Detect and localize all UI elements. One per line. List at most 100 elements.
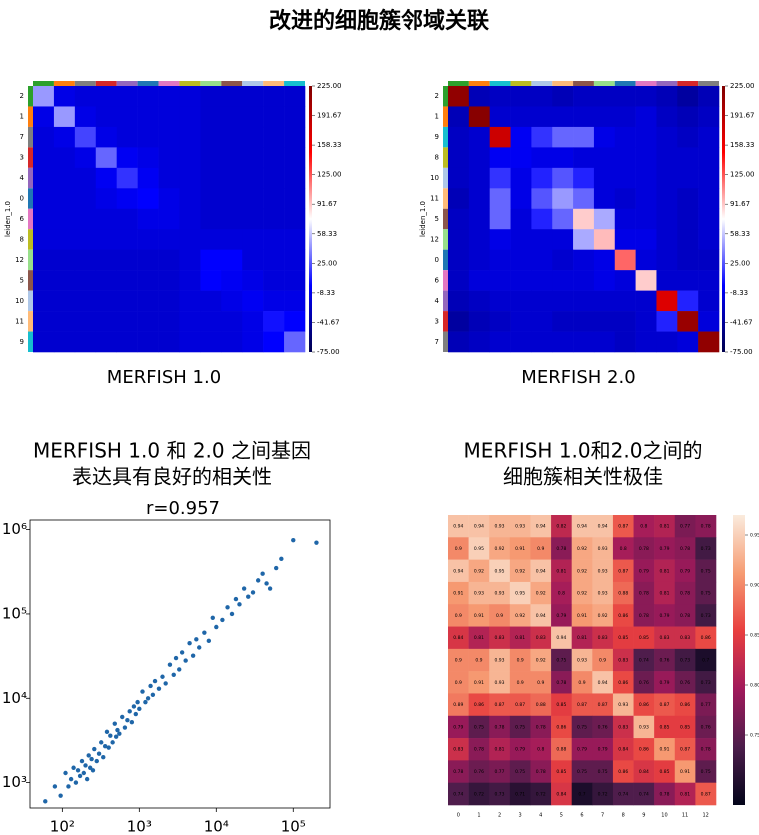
cell-value-label: 0.93 [598, 568, 608, 574]
heatmap-cell [448, 515, 469, 538]
cell-value-label: 0.76 [680, 680, 690, 686]
heatmap-cell [592, 648, 614, 672]
heatmap-cell [509, 671, 531, 694]
heatmap-cell [263, 311, 285, 332]
cell-value-label: 0.9 [599, 658, 606, 664]
heatmap-cell [654, 738, 676, 761]
scatter-point [140, 689, 145, 694]
heatmap-cell [179, 167, 201, 189]
cell-value-label: 0.74 [618, 791, 628, 797]
heatmap-cell [137, 126, 159, 148]
heatmap-cell [571, 537, 593, 560]
heatmap-cell [468, 715, 490, 739]
cell-value-label: 0.73 [701, 680, 711, 686]
scatter-point [225, 605, 230, 610]
cell-value-label: 0.79 [680, 568, 690, 574]
heatmap-cell [242, 208, 264, 230]
heatmap-cell [530, 559, 552, 583]
heatmap-cell [489, 126, 511, 148]
heatmap-cell [509, 581, 531, 605]
heatmap-cell [95, 249, 117, 271]
heatmap-cell [552, 126, 574, 148]
cell-value-label: 0.81 [495, 747, 505, 753]
heatmap-cell [551, 760, 572, 783]
heatmap-cell [468, 311, 490, 332]
scatter-point [87, 765, 93, 770]
column-color-strip [489, 81, 511, 86]
x-tick-label: 3 [519, 813, 522, 819]
heatmap-cell [468, 126, 490, 148]
cell-value-label: 0.87 [680, 747, 690, 753]
heatmap-cell [656, 311, 678, 332]
scatter-point [220, 617, 225, 623]
heatmap-cell [593, 188, 616, 210]
heatmap-cell [489, 249, 511, 271]
row-color-strip [28, 311, 33, 332]
heatmap-cell [489, 515, 511, 538]
heatmap-cell [614, 106, 636, 128]
row-label: 12 [15, 256, 24, 264]
heatmap-cell [614, 208, 636, 230]
heatmap-cell [468, 270, 490, 291]
row-color-strip [28, 290, 33, 312]
row-color-strip [443, 208, 448, 230]
column-color-strip [593, 81, 615, 86]
heatmap-cell [468, 188, 490, 210]
cell-value-label: 0.79 [577, 747, 587, 753]
heatmap-cell [573, 331, 595, 353]
colorbar-tick-label: 158.33 [730, 141, 755, 149]
cell-value-label: 0.87 [659, 702, 669, 708]
y-axis-label: leiden_1.0 [4, 201, 12, 237]
row-color-strip [443, 331, 448, 352]
heatmap-cell [53, 86, 76, 107]
scatter-point [177, 667, 182, 672]
heatmap-cell [489, 581, 511, 605]
heatmap-cell [592, 604, 614, 627]
heatmap-cell [448, 86, 470, 107]
heatmap-cell [242, 126, 264, 148]
heatmap-cell [635, 147, 657, 169]
scatter-point [75, 768, 81, 773]
heatmap-cell [612, 693, 634, 717]
heatmap-cell [468, 559, 490, 583]
heatmap-cell [448, 693, 469, 717]
heatmap-cell [633, 782, 655, 806]
heatmap-cell [200, 147, 222, 169]
colorbar-tick-label: 25.00 [730, 259, 750, 267]
cell-value-label: 0.9 [455, 546, 462, 552]
heatmap-cell [468, 581, 490, 605]
cell-value-label: 0.73 [701, 546, 711, 552]
scatter-point [250, 590, 256, 595]
heatmap-cell [695, 693, 717, 717]
heatmap-cell [592, 671, 614, 694]
heatmap-cell [468, 626, 490, 650]
heatmap-cell [612, 738, 634, 761]
cell-value-label: 0.87 [618, 524, 628, 530]
heatmap-cell [674, 626, 696, 650]
heatmap-cell [489, 559, 511, 583]
heatmap-cell [448, 648, 469, 672]
heatmap-cell [552, 208, 574, 230]
colorbar-tick-label: 25.00 [317, 259, 337, 267]
cell-value-label: 0.74 [639, 658, 649, 664]
heatmap-cell [95, 188, 117, 210]
heatmap-cell [137, 106, 159, 128]
scatter-point [156, 686, 162, 691]
heatmap-cell [635, 229, 657, 250]
heatmap-cell [698, 311, 720, 332]
row-label: 3 [435, 317, 439, 325]
cell-value-label: 0.7 [578, 791, 585, 797]
heatmap-cell [33, 86, 55, 107]
heatmap-cell [677, 167, 699, 189]
heatmap-cell [489, 671, 511, 694]
heatmap-cell [489, 188, 511, 210]
cell-value-label: 0.88 [556, 747, 566, 753]
heatmap-cell [284, 167, 306, 189]
cell-value-label: 0.85 [556, 769, 566, 775]
heatmap-cell [116, 229, 138, 250]
heatmap-cell [654, 604, 676, 627]
heatmap-cell [74, 331, 97, 353]
cell-value-label: 0.75 [515, 769, 525, 775]
heatmap-cell [221, 167, 243, 189]
heatmap-cell [74, 86, 97, 107]
